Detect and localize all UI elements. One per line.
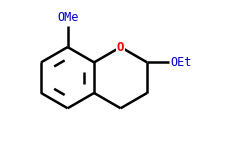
Text: OMe: OMe [57, 11, 78, 24]
Text: O: O [117, 41, 124, 54]
Text: OEt: OEt [171, 56, 192, 69]
